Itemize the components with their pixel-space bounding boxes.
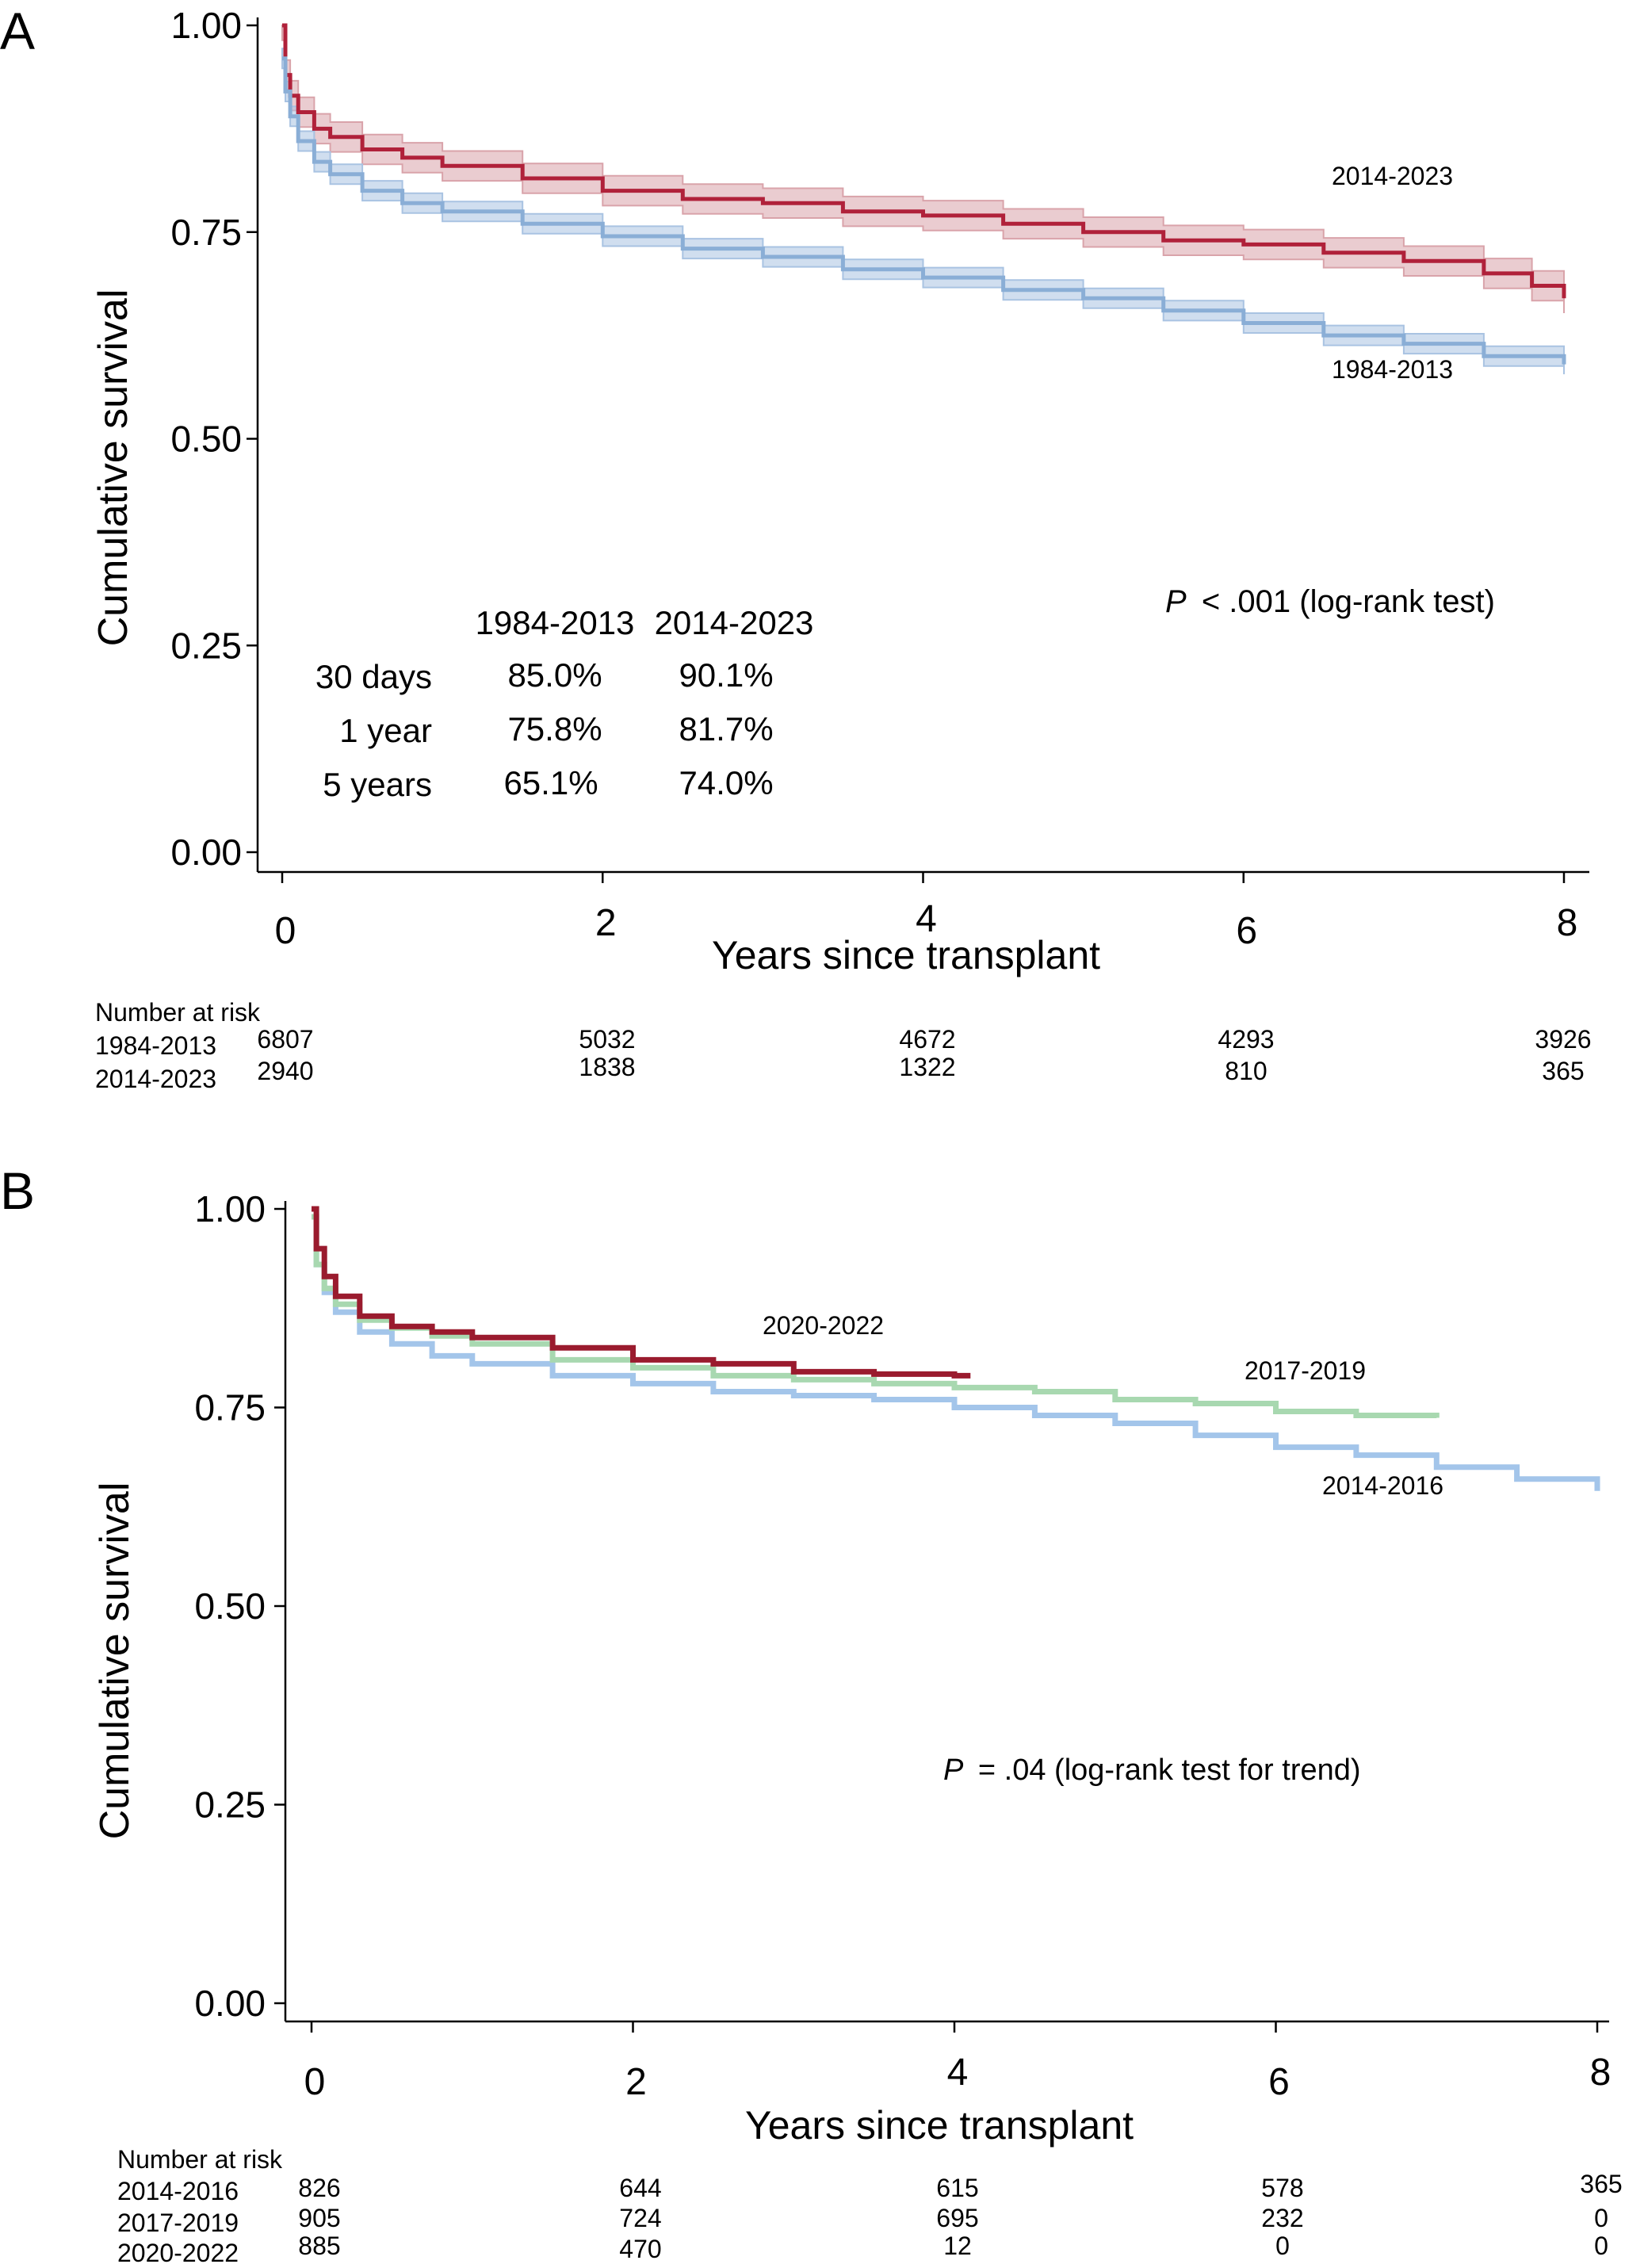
risk-table-row-label: 2014-2016 (117, 2177, 239, 2205)
risk-table-cell: 470 (619, 2235, 661, 2263)
risk-table-cell: 232 (1261, 2204, 1303, 2232)
series-line-2017-2019 (312, 1214, 1440, 1418)
series-line-2014-2023 (282, 23, 1566, 299)
panel-b-risk-table: Number at risk 2014-2016 2017-2019 2020-… (117, 2145, 1623, 2267)
risk-table-cell: 2940 (257, 1057, 313, 1085)
risk-table-cell: 724 (619, 2204, 661, 2232)
panel-b-p-text: = .04 (log-rank test for trend) (978, 1754, 1361, 1787)
panel-b-legend-2020-2022: 2020-2022 (763, 1311, 884, 1340)
series-line-1984-2013 (282, 56, 1566, 365)
risk-table-cell: 905 (298, 2204, 340, 2232)
x-tick-label: 4 (947, 2052, 969, 2094)
panel-a: A Cumulative survival 0.00 0.25 0.50 0.75 1.… (0, 2, 1592, 1093)
y-tick-label: 1.00 (194, 1188, 266, 1230)
survival-table-row-label: 1 year (339, 712, 432, 749)
risk-table-cell: 644 (619, 2174, 661, 2202)
risk-table-row-label: 2020-2022 (117, 2239, 239, 2267)
panel-a-y-axis-title: Cumulative survival (90, 289, 136, 647)
panel-b-y-axis-title: Cumulative survival (92, 1482, 138, 1840)
risk-table-cell: 12 (943, 2232, 972, 2260)
risk-table-cell: 1322 (899, 1053, 955, 1081)
panel-b-p-symbol: P (943, 1754, 964, 1787)
risk-table-cell: 615 (936, 2174, 978, 2202)
survival-table-row-label: 5 years (323, 766, 432, 803)
y-tick-label: 0.00 (170, 832, 242, 873)
survival-table-cell: 65.1% (503, 764, 598, 801)
panel-b-p-value: P = .04 (log-rank test for trend) (943, 1754, 1361, 1787)
panel-a-x-axis-title: Years since transplant (712, 933, 1100, 977)
risk-table-title: Number at risk (95, 998, 261, 1027)
panel-b: B Cumulative survival 0.00 0.25 0.50 0.75 1.… (0, 1161, 1623, 2267)
x-tick-label: 6 (1236, 910, 1257, 952)
risk-table-row-label: 2014-2023 (95, 1065, 216, 1093)
x-tick-label: 4 (916, 898, 937, 940)
risk-table-cell: 0 (1594, 2232, 1608, 2260)
survival-table-col-1984-2013: 1984-2013 (476, 604, 635, 641)
survival-table-cell: 90.1% (679, 656, 773, 694)
x-tick-label: 0 (275, 910, 296, 952)
survival-table-cell: 81.7% (679, 710, 773, 748)
risk-table-cell: 6807 (257, 1025, 313, 1054)
panel-a-confidence-bands (281, 25, 1565, 375)
panel-b-legend-2014-2016: 2014-2016 (1322, 1471, 1443, 1500)
risk-table-cell: 695 (936, 2204, 978, 2232)
y-tick-label: 0.25 (170, 625, 242, 666)
panel-b-x-axis-title: Years since transplant (745, 2103, 1134, 2148)
y-tick-label: 1.00 (170, 5, 242, 46)
risk-table-cell: 1838 (579, 1053, 635, 1081)
survival-table-col-2014-2023: 2014-2023 (655, 604, 814, 641)
risk-table-cell: 5032 (579, 1025, 635, 1054)
risk-table-cell: 826 (298, 2174, 340, 2202)
panel-a-axes: 0.00 0.25 0.50 0.75 1.00 0 2 4 6 8 (170, 5, 1589, 952)
panel-b-label: B (0, 1161, 35, 1220)
y-tick-label: 0.50 (194, 1585, 266, 1627)
confidence-band-1984-2013 (281, 48, 1565, 375)
x-tick-label: 2 (595, 902, 617, 944)
panel-a-p-text: < .001 (log-rank test) (1202, 584, 1495, 619)
y-tick-label: 0.25 (194, 1784, 266, 1826)
survival-table-cell: 85.0% (507, 656, 602, 694)
risk-table-cell: 885 (298, 2232, 340, 2260)
panel-a-risk-table: Number at risk 1984-2013 2014-2023 6807 … (95, 998, 1592, 1093)
risk-table-cell: 810 (1225, 1057, 1267, 1085)
panel-a-survival-curves (282, 23, 1566, 365)
risk-table-cell: 3926 (1535, 1025, 1591, 1054)
risk-table-title: Number at risk (117, 2145, 283, 2174)
y-tick-label: 0.75 (194, 1387, 266, 1428)
y-tick-label: 0.50 (170, 419, 242, 460)
y-tick-label: 0.75 (170, 212, 242, 253)
x-tick-label: 0 (304, 2061, 326, 2103)
x-tick-label: 6 (1268, 2061, 1290, 2103)
panel-b-legend-2017-2019: 2017-2019 (1245, 1356, 1366, 1385)
risk-table-cell: 365 (1580, 2170, 1622, 2198)
panel-a-survival-table: 1984-2013 2014-2023 30 days 85.0% 90.1% … (315, 604, 814, 803)
survival-table-cell: 75.8% (507, 710, 602, 748)
risk-table-cell: 4293 (1218, 1025, 1274, 1054)
risk-table-row-label: 1984-2013 (95, 1031, 216, 1060)
risk-table-cell: 365 (1542, 1057, 1584, 1085)
panel-a-p-symbol: P (1165, 584, 1187, 619)
panel-a-legend-1984-2013: 1984-2013 (1332, 355, 1453, 384)
x-tick-label: 2 (625, 2061, 647, 2103)
risk-table-cell: 0 (1594, 2204, 1608, 2232)
survival-table-cell: 74.0% (679, 764, 773, 801)
panel-a-p-value: P < .001 (log-rank test) (1165, 584, 1495, 619)
risk-table-row-label: 2017-2019 (117, 2209, 239, 2237)
risk-table-cell: 578 (1261, 2174, 1303, 2202)
x-tick-label: 8 (1557, 902, 1578, 944)
risk-table-cell: 4672 (899, 1025, 955, 1054)
x-tick-label: 8 (1590, 2052, 1612, 2094)
panel-a-label: A (0, 2, 35, 60)
y-tick-label: 0.00 (194, 1983, 266, 2024)
risk-table-cell: 0 (1275, 2232, 1290, 2260)
series-line-2020-2022 (312, 1206, 971, 1379)
survival-table-row-label: 30 days (315, 658, 432, 695)
series-line-2014-2016 (312, 1214, 1600, 1491)
panel-b-axes: 0.00 0.25 0.50 0.75 1.00 0 2 4 6 8 (194, 1188, 1611, 2103)
panel-a-legend-2014-2023: 2014-2023 (1332, 162, 1453, 190)
panel-b-survival-curves (312, 1206, 1600, 1491)
